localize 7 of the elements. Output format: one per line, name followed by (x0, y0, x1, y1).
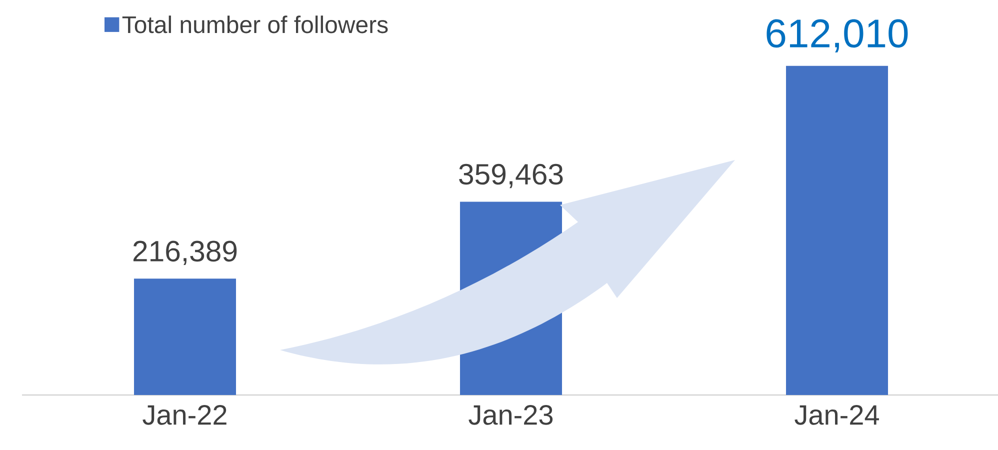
data-label: 359,463 (459, 164, 563, 188)
legend-label: Total number of followers (122, 16, 388, 34)
data-label: 612,010 (766, 19, 908, 52)
x-tick-label: Jan-22 (142, 405, 226, 425)
x-tick-label: Jan-24 (794, 405, 879, 425)
x-tick-label: Jan-23 (468, 405, 553, 425)
data-label: 216,389 (133, 240, 237, 266)
